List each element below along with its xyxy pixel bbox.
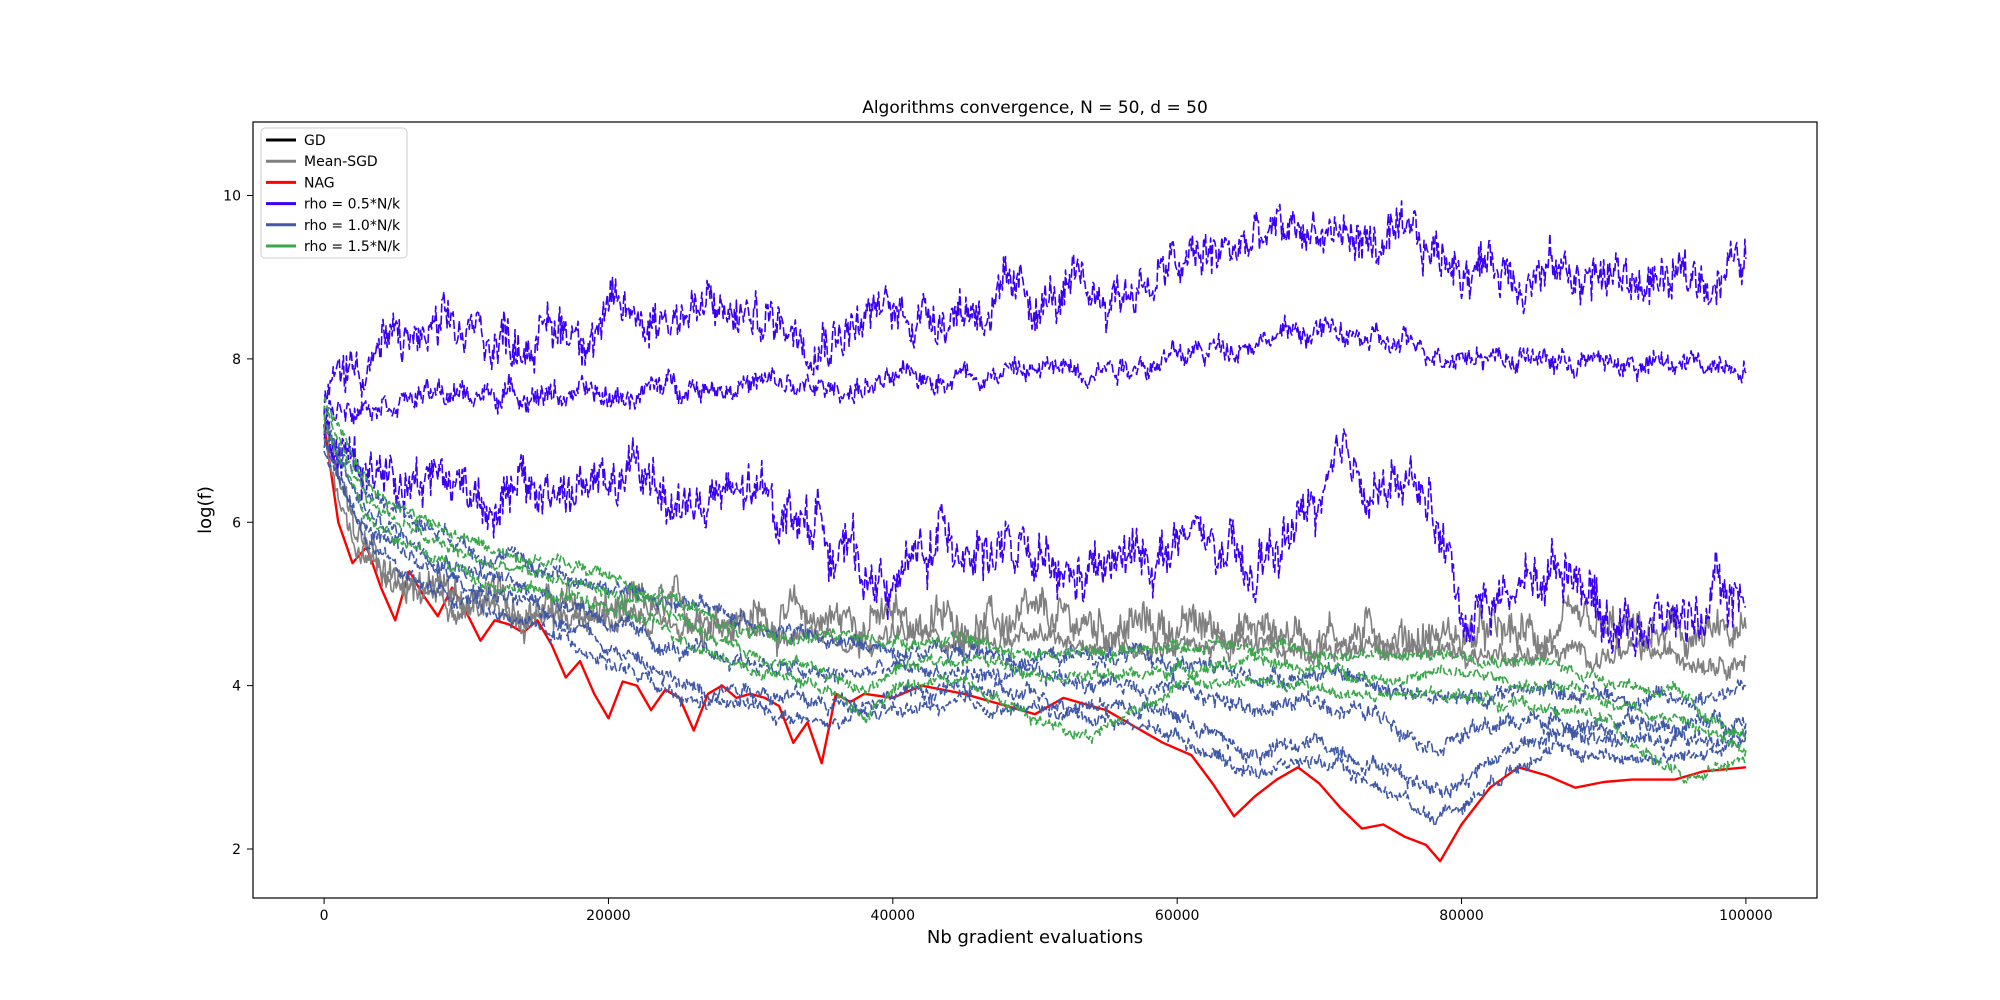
series-line-4 [323,314,1747,426]
y-tick-label: 2 [232,842,241,858]
plot-frame [252,121,1818,899]
x-tick-label: 0 [320,908,329,924]
x-axis-title: Nb gradient evaluations [927,927,1143,948]
series-layer [322,200,1747,863]
x-tick-label: 20000 [586,908,631,924]
legend-label: GD [304,133,326,149]
chart-title: Algorithms convergence, N = 50, d = 50 [862,98,1208,118]
legend-label: rho = 1.0*N/k [304,218,401,234]
series-line-3 [323,200,1747,416]
legend-items: GD Mean-SGD NAG rho = 0.5*N/k rho = 1.0*N/k r… [266,133,401,255]
series-line-0 [322,424,1747,863]
x-tick-label: 80000 [1439,908,1484,924]
x-tick-label: 60000 [1155,908,1200,924]
y-tick-label: 4 [232,679,241,695]
series-line-10 [323,396,1747,738]
x-tick-label: 100000 [1719,908,1772,924]
series-line-5 [323,406,1747,658]
series-line-6 [323,422,1747,713]
legend-label: Mean-SGD [304,154,378,170]
series-line-11 [323,405,1747,757]
y-tick-label: 6 [232,515,241,531]
y-axis-title: log(f) [195,486,216,534]
series-line-9 [323,450,1747,828]
series-line-8 [323,439,1747,800]
series-line-12 [323,413,1747,785]
y-axis: 2 4 6 8 10 [223,189,253,858]
y-tick-label: 10 [223,189,241,205]
y-tick-label: 8 [232,352,241,368]
legend-label: NAG [304,175,335,191]
legend-label: rho = 1.5*N/k [304,239,401,255]
legend-label: rho = 0.5*N/k [304,197,401,213]
x-tick-label: 40000 [871,908,916,924]
x-axis: 0 20000 40000 60000 80000 100000 [320,898,1773,924]
legend: GD Mean-SGD NAG rho = 0.5*N/k rho = 1.0*N/k r… [260,127,408,259]
legend-box [260,127,408,259]
